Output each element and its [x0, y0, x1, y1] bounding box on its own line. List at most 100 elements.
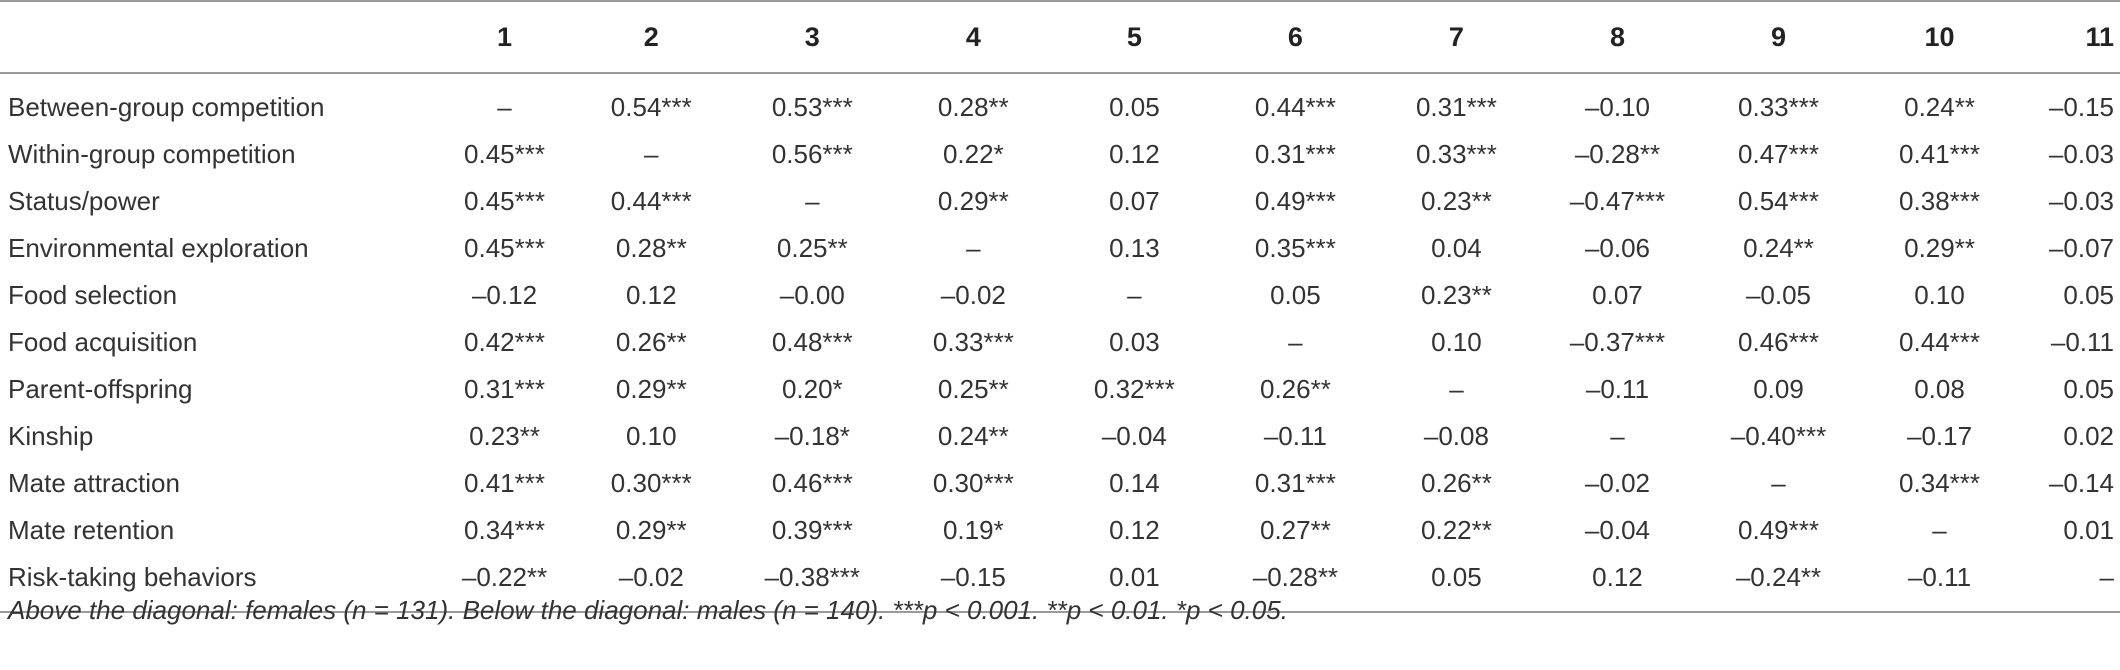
table-cell: 0.13 [1109, 233, 1160, 263]
table-cell: –0.28** [1574, 139, 1661, 169]
table-cell: 0.45*** [464, 233, 545, 263]
table-cell: 0.01 [2063, 515, 2114, 545]
table-cell: 0.05 [1270, 280, 1321, 310]
table-cell: 0.29** [615, 515, 687, 545]
table-body: Between-group competition – 0.54*** 0.53***… [0, 73, 2120, 613]
table-cell: 0.49*** [1254, 186, 1336, 216]
table-cell: 0.31*** [1254, 139, 1336, 169]
table-row: Food acquisition 0.42*** 0.26** 0.48*** 0.33… [0, 319, 2120, 366]
table-cell: –0.24** [1697, 554, 1860, 613]
table-cell: 0.19* [942, 515, 1004, 545]
table-cell: 0.31*** [464, 374, 545, 404]
table-cell: –0.22** [438, 554, 571, 613]
table-cell: 0.38*** [1899, 186, 1981, 216]
table-cell: –0.11 [2050, 327, 2114, 357]
table-footnote: Above the diagonal: females (n = 131). B… [8, 595, 1288, 625]
table-cell: –0.17 [1906, 421, 1973, 451]
table-cell: 0.23** [469, 421, 540, 451]
table-cell: –0.11 [1585, 374, 1650, 404]
column-header: 9 [1697, 0, 1860, 74]
table-cell: 0.34*** [464, 515, 545, 545]
column-header: 2 [570, 0, 732, 74]
table-row: Parent-offspring 0.31*** 0.29** 0.20* 0.25**… [0, 366, 2120, 413]
table-cell: 0.39*** [771, 515, 853, 545]
table-cell: 0.10 [1431, 327, 1482, 357]
table-cell: 0.23** [1421, 280, 1492, 310]
table-cell: 0.29** [937, 186, 1009, 216]
table-cell: –0.05 [1745, 280, 1812, 310]
row-label: Between-group competition [8, 92, 325, 122]
row-label: Within-group competition [8, 139, 296, 169]
table-cell: 0.12 [1109, 515, 1160, 545]
table-cell: – [1127, 280, 1142, 310]
table-cell: 0.29** [615, 374, 687, 404]
table-cell: –0.10 [1584, 92, 1650, 122]
table-cell: –0.37*** [1569, 327, 1666, 357]
table-cell: –0.14 [2048, 468, 2114, 498]
table-cell: 0.27** [1259, 515, 1331, 545]
row-label: Mate attraction [8, 468, 180, 498]
table-cell: –0.28** [1214, 554, 1376, 613]
table-cell: 0.29** [1904, 233, 1975, 263]
table-cell: –0.04 [1101, 421, 1167, 451]
table-cell: 0.45*** [464, 139, 545, 169]
column-header: 11 [2020, 0, 2120, 74]
table-cell: –0.08 [1423, 421, 1489, 451]
table-cell: 0.04 [1431, 233, 1482, 263]
table-cell: 0.41*** [464, 468, 545, 498]
table-cell: 0.05 [1375, 554, 1537, 613]
table-cell: 0.33*** [1415, 139, 1497, 169]
table-cell: –0.06 [1584, 233, 1650, 263]
table-cell: 0.33*** [1738, 92, 1819, 122]
table-cell: 0.48*** [771, 327, 853, 357]
table-cell: 0.14 [1109, 468, 1160, 498]
table-cell: –0.02 [940, 280, 1006, 310]
table-cell: 0.44*** [610, 186, 692, 216]
header-row: 1 2 3 4 5 6 7 8 9 10 11 [0, 0, 2120, 74]
table-cell: – [1771, 468, 1786, 498]
table-cell: 0.30*** [932, 468, 1014, 498]
table-cell: –0.00 [779, 280, 845, 310]
table-cell: 0.12 [1536, 554, 1698, 613]
table-row: Between-group competition – 0.54*** 0.53***… [0, 73, 2120, 131]
table-cell: –0.03 [2048, 139, 2114, 169]
table-cell: 0.34*** [1899, 468, 1981, 498]
table-cell: 0.56*** [771, 139, 853, 169]
table-row: Kinship 0.23** 0.10 –0.18* 0.24** –0.04 –0.11 –… [0, 413, 2120, 460]
table-cell: 0.05 [1109, 92, 1160, 122]
table-cell: 0.54*** [610, 92, 692, 122]
table-cell: 0.25** [937, 374, 1009, 404]
corner-header [0, 0, 439, 74]
table-cell: 0.26** [1259, 374, 1331, 404]
table-cell: 0.42*** [464, 327, 545, 357]
table-cell: 0.23** [1421, 186, 1492, 216]
table-cell: –0.18* [774, 421, 850, 451]
row-label: Food selection [8, 280, 178, 310]
table-cell: 0.31*** [1254, 468, 1336, 498]
table-cell: 0.28** [615, 233, 687, 263]
table-cell: –0.38*** [731, 554, 893, 613]
table-cell: 0.54*** [1738, 186, 1819, 216]
table-cell: –0.04 [1584, 515, 1650, 545]
table-cell: 0.09 [1753, 374, 1804, 404]
table-cell: –0.15 [892, 554, 1054, 613]
table-cell: 0.07 [1592, 280, 1643, 310]
table-cell: –0.40*** [1730, 421, 1827, 451]
row-label: Risk-taking behaviors [0, 554, 439, 613]
table-cell: 0.26** [615, 327, 687, 357]
table-cell: 0.08 [1914, 374, 1965, 404]
table-cell: 0.12 [625, 280, 677, 310]
table-cell: 0.31*** [1415, 92, 1497, 122]
table-cell: – [644, 139, 659, 169]
table-cell: –0.11 [1263, 421, 1327, 451]
table-cell: – [1449, 374, 1464, 404]
table-cell: 0.22* [942, 139, 1004, 169]
table-cell: 0.05 [2063, 374, 2114, 404]
table-cell: –0.15 [2048, 92, 2114, 122]
table-cell: 0.33*** [932, 327, 1014, 357]
table-row: Mate retention 0.34*** 0.29** 0.39*** 0.19* 0… [0, 507, 2120, 554]
table-cell: 0.45*** [464, 186, 545, 216]
table-cell: 0.02 [2063, 421, 2114, 451]
table-cell: 0.01 [1053, 554, 1215, 613]
table-cell: 0.47*** [1738, 139, 1819, 169]
